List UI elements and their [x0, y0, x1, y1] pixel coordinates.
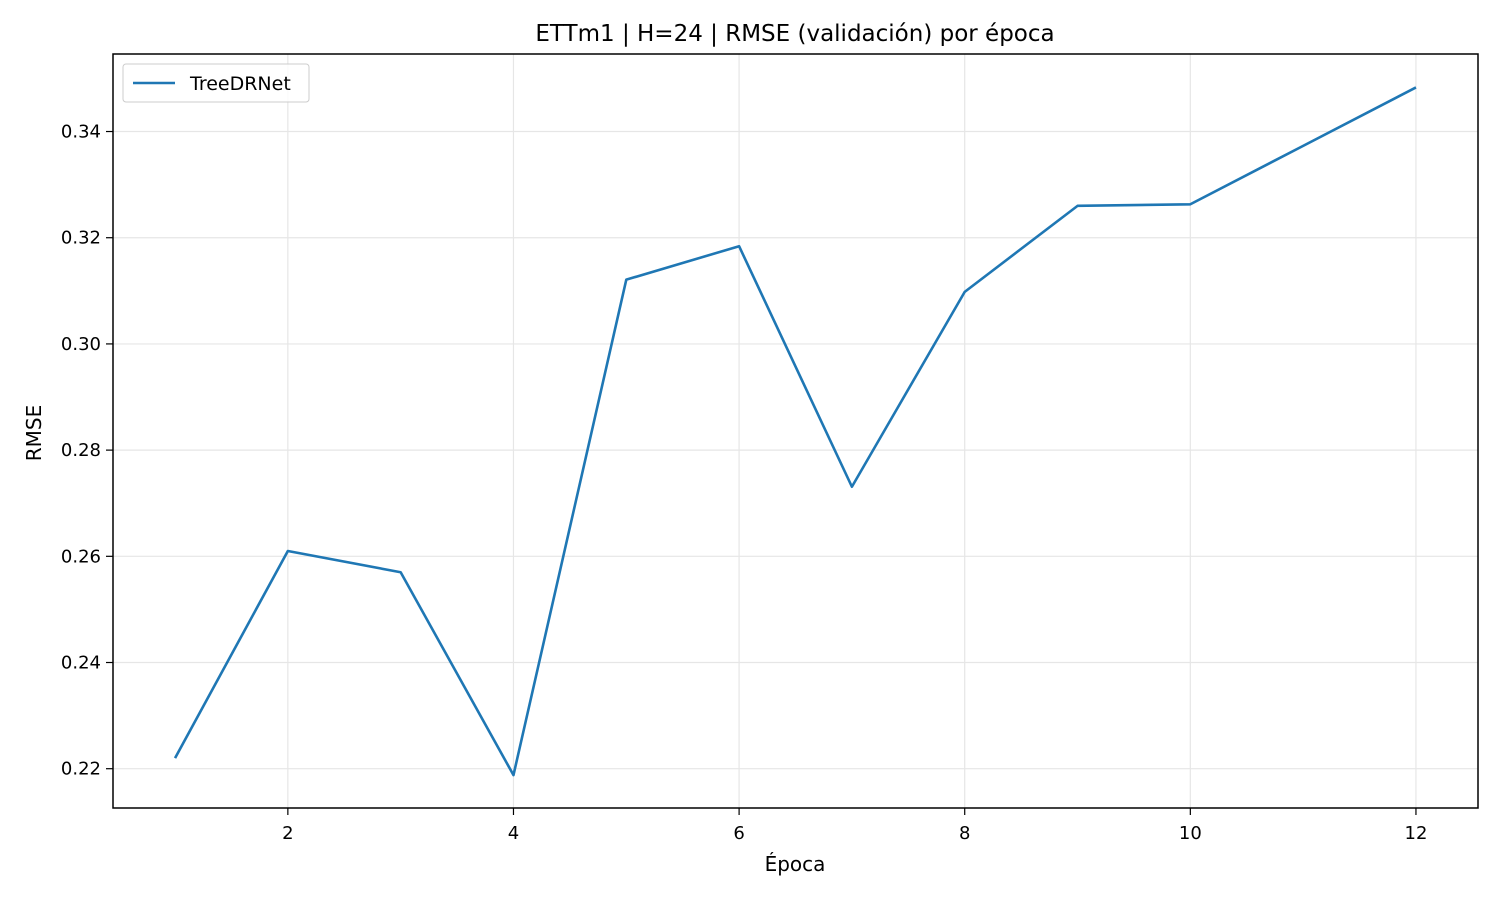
legend-label-treedrnet: TreeDRNet — [189, 73, 291, 95]
y-axis-label: RMSE — [22, 405, 46, 461]
y-tick-label: 0.22 — [61, 759, 101, 780]
y-tick-label: 0.34 — [61, 122, 101, 143]
x-tick-label: 6 — [733, 823, 744, 844]
y-tick-label: 0.32 — [61, 228, 101, 249]
y-tick-label: 0.26 — [61, 546, 101, 567]
x-tick-label: 2 — [282, 823, 293, 844]
x-tick-label: 4 — [508, 823, 519, 844]
x-tick-label: 10 — [1179, 823, 1202, 844]
chart-title: ETTm1 | H=24 | RMSE (validación) por épo… — [535, 21, 1054, 47]
x-tick-label: 12 — [1405, 823, 1428, 844]
legend: TreeDRNet — [123, 64, 309, 102]
y-tick-label: 0.30 — [61, 334, 101, 355]
x-tick-label: 8 — [959, 823, 970, 844]
y-tick-label: 0.28 — [61, 440, 101, 461]
x-axis-label: Época — [765, 852, 826, 876]
y-tick-label: 0.24 — [61, 653, 101, 674]
